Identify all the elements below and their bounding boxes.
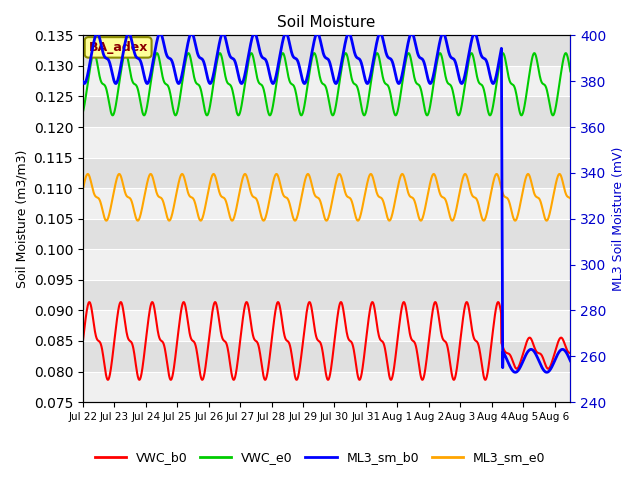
ML3_sm_e0 <box>305 172 313 178</box>
VWC_e0 <box>79 109 87 115</box>
ML3_sm_e0 <box>286 203 294 208</box>
Line: ML3_sm_e0: ML3_sm_e0 <box>83 174 570 221</box>
ML3_sm_b0 <box>79 79 87 84</box>
Bar <box>83 341 570 372</box>
ML3_sm_b0 <box>566 358 574 364</box>
Y-axis label: Soil Moisture (m3/m3): Soil Moisture (m3/m3) <box>15 149 28 288</box>
ML3_sm_b0 <box>296 67 304 72</box>
Y-axis label: ML3 Soil Moisture (mV): ML3 Soil Moisture (mV) <box>612 146 625 291</box>
Bar <box>83 127 570 157</box>
VWC_e0 <box>286 79 294 85</box>
ML3_sm_e0 <box>117 174 125 180</box>
Line: VWC_e0: VWC_e0 <box>83 53 570 115</box>
ML3_sm_b0 <box>305 66 313 72</box>
VWC_b0 <box>419 377 426 383</box>
ML3_sm_e0 <box>543 218 550 224</box>
ML3_sm_e0 <box>79 187 87 192</box>
VWC_e0 <box>566 69 574 74</box>
ML3_sm_b0 <box>511 370 519 375</box>
ML3_sm_b0 <box>93 30 101 36</box>
VWC_b0 <box>305 300 312 306</box>
VWC_e0 <box>296 111 304 117</box>
VWC_b0 <box>356 376 364 382</box>
Title: Soil Moisture: Soil Moisture <box>277 15 376 30</box>
ML3_sm_e0 <box>566 195 574 201</box>
Bar <box>83 311 570 341</box>
VWC_e0 <box>266 112 274 118</box>
Line: ML3_sm_b0: ML3_sm_b0 <box>83 33 570 372</box>
Bar <box>83 372 570 402</box>
VWC_e0 <box>357 102 365 108</box>
ML3_sm_e0 <box>296 201 304 207</box>
VWC_b0 <box>296 364 303 370</box>
VWC_e0 <box>116 71 124 77</box>
Bar <box>83 36 570 66</box>
ML3_sm_b0 <box>356 58 364 64</box>
VWC_e0 <box>342 50 349 56</box>
VWC_b0 <box>136 375 144 381</box>
Text: BA_adex: BA_adex <box>88 41 148 54</box>
ML3_sm_e0 <box>137 211 145 216</box>
Bar <box>83 249 570 280</box>
VWC_b0 <box>116 299 124 305</box>
ML3_sm_b0 <box>137 59 145 65</box>
VWC_e0 <box>305 73 313 79</box>
ML3_sm_e0 <box>356 212 364 218</box>
Legend: VWC_b0, VWC_e0, ML3_sm_b0, ML3_sm_e0: VWC_b0, VWC_e0, ML3_sm_b0, ML3_sm_e0 <box>90 446 550 469</box>
ML3_sm_b0 <box>117 62 125 68</box>
VWC_b0 <box>286 342 294 348</box>
Bar <box>83 66 570 96</box>
Bar <box>83 219 570 249</box>
Bar <box>83 157 570 188</box>
VWC_b0 <box>566 350 574 356</box>
VWC_e0 <box>136 100 144 106</box>
VWC_b0 <box>494 299 502 305</box>
ML3_sm_e0 <box>84 171 92 177</box>
Bar <box>83 96 570 127</box>
VWC_b0 <box>79 338 87 344</box>
Bar <box>83 188 570 219</box>
ML3_sm_b0 <box>286 43 294 49</box>
Line: VWC_b0: VWC_b0 <box>83 302 570 380</box>
Bar <box>83 280 570 311</box>
